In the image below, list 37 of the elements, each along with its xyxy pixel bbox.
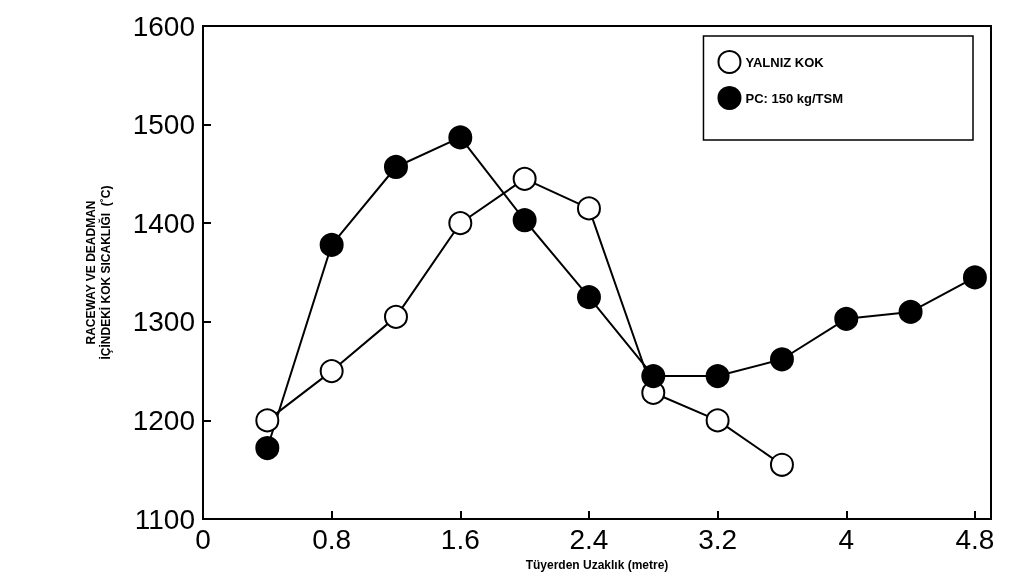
- legend-label: YALNIZ KOK: [745, 54, 825, 70]
- y-tick-label: 1400: [132, 207, 195, 239]
- x-tick-label: 0.8: [312, 523, 352, 555]
- x-axis-title: Tüyerden Uzaklık (metre): [525, 558, 669, 572]
- x-tick-label: 4: [838, 523, 855, 555]
- point: [769, 452, 794, 477]
- y-tick-label: 1100: [134, 503, 195, 535]
- y-tick-label: 1300: [132, 306, 195, 338]
- point: [319, 232, 344, 257]
- point: [705, 408, 730, 433]
- point: [705, 364, 730, 389]
- x-tick-label: 1.6: [440, 523, 480, 555]
- point: [512, 208, 537, 233]
- point: [898, 299, 923, 324]
- y-tick-label: 1600: [132, 10, 195, 42]
- point: [255, 408, 280, 433]
- point: [962, 265, 987, 290]
- point: [255, 436, 280, 460]
- point: [512, 166, 537, 191]
- y-tick-label: 1500: [132, 109, 195, 141]
- point: [641, 364, 666, 389]
- x-tick-label: 0: [195, 523, 211, 555]
- point: [769, 347, 794, 372]
- x-tick-label: 2.4: [569, 523, 609, 555]
- y-tick-label: 1200: [132, 404, 195, 436]
- x-tick-label: 4.8: [955, 523, 995, 555]
- y-axis-title: RACEWAY VE DEADMAN İÇİNDEKİ KOK SICAKLIĞI (˚C): [83, 185, 113, 360]
- point: [834, 306, 859, 331]
- point: [384, 155, 408, 179]
- point: [319, 359, 344, 384]
- point: [576, 285, 601, 310]
- point: [384, 304, 408, 329]
- x-tick-label: 3.2: [698, 523, 738, 555]
- point: [448, 125, 473, 150]
- point: [576, 196, 601, 221]
- legend-label: PC: 150 kg/TSM: [745, 90, 844, 106]
- point: [448, 211, 473, 236]
